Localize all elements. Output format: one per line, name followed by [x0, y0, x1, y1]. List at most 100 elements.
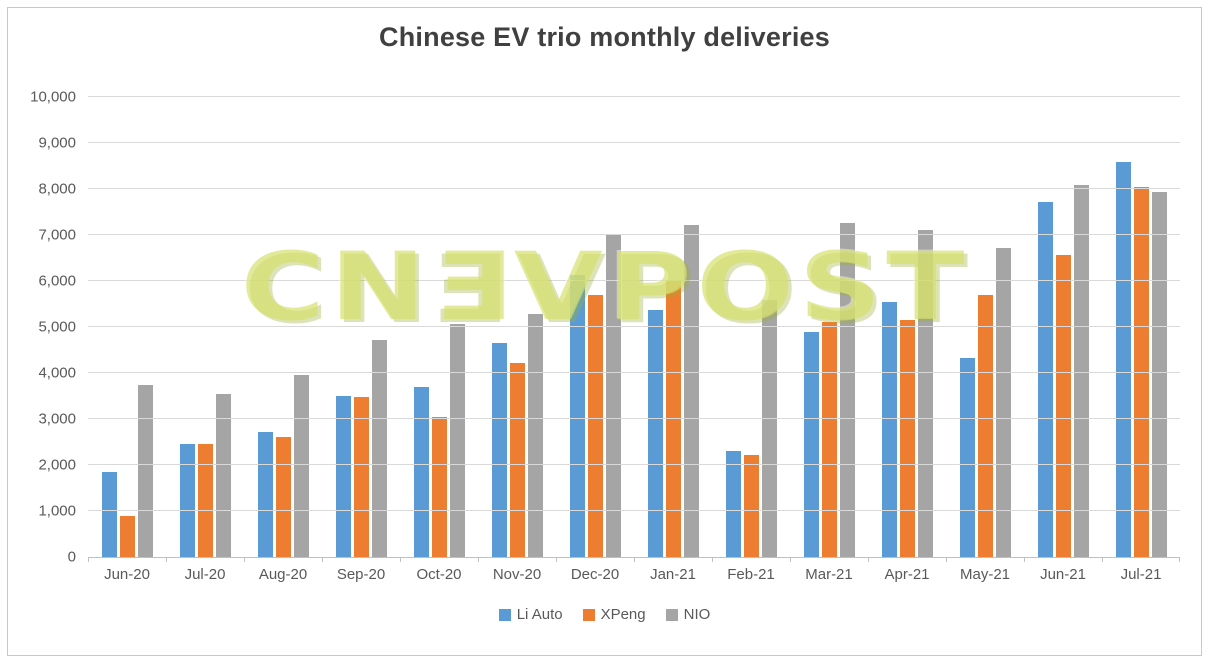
legend-item-nio: NIO — [665, 606, 710, 623]
chart-title: Chinese EV trio monthly deliveries — [379, 22, 830, 52]
bar-nio-dec-20 — [605, 234, 621, 557]
y-axis-tick-label: 9,000 — [38, 134, 76, 152]
bar-xpeng-nov-20 — [509, 362, 525, 557]
gridline — [88, 372, 1180, 373]
x-axis-tick-label: Nov-20 — [492, 566, 542, 583]
x-axis-tick-label: Jan-21 — [650, 566, 696, 583]
bar-group-jul-20 — [166, 97, 244, 557]
bar-group-nov-20 — [478, 97, 556, 557]
x-axis-tick-mark — [556, 557, 557, 562]
bar-group-jan-21 — [634, 97, 712, 557]
y-axis-tick-label: 10,000 — [30, 88, 76, 106]
bar-nio-jan-21 — [683, 224, 699, 557]
gridline — [88, 188, 1180, 189]
x-axis-tick-mark — [243, 557, 245, 562]
bar-nio-oct-20 — [449, 324, 465, 557]
bar-xpeng-sep-20 — [353, 397, 369, 557]
y-axis-tick-label: 7,000 — [38, 226, 76, 244]
legend-swatch-icon — [498, 608, 511, 621]
x-axis-tick-label: Jun-21 — [1040, 566, 1086, 583]
bar-nio-sep-20 — [371, 340, 387, 557]
gridline — [88, 326, 1180, 327]
bar-li-auto-jun-21 — [1037, 202, 1053, 557]
bar-xpeng-jun-21 — [1055, 255, 1071, 557]
y-axis-tick-label: 6,000 — [38, 272, 76, 290]
bar-nio-feb-21 — [761, 300, 777, 557]
y-axis-tick-label: 4,000 — [38, 364, 76, 382]
bar-group-jun-21 — [1024, 97, 1102, 557]
gridline — [88, 510, 1180, 511]
bar-li-auto-jul-20 — [179, 444, 195, 557]
x-axis-tick-marks — [88, 557, 1180, 562]
x-axis-tick-mark — [165, 557, 167, 562]
bar-xpeng-oct-20 — [431, 417, 447, 557]
legend-swatch-icon — [665, 608, 678, 621]
x-axis-tick-label: Jul-20 — [184, 566, 226, 583]
bar-nio-mar-21 — [839, 223, 855, 557]
bar-nio-nov-20 — [527, 313, 543, 557]
bar-group-oct-20 — [400, 97, 478, 557]
x-axis-tick-label: Oct-20 — [416, 566, 462, 583]
bar-li-auto-jul-21 — [1115, 161, 1131, 557]
legend-swatch-icon — [582, 608, 595, 621]
x-axis-tick-mark — [946, 557, 947, 562]
x-axis-tick-mark — [399, 557, 401, 562]
x-axis-tick-mark — [868, 557, 869, 562]
x-axis-tick-mark — [711, 557, 713, 562]
bar-group-may-21 — [946, 97, 1024, 557]
bar-xpeng-apr-21 — [899, 320, 915, 557]
bar-nio-aug-20 — [293, 374, 309, 557]
bar-group-aug-20 — [244, 97, 322, 557]
x-axis-tick-mark — [634, 557, 635, 562]
bar-nio-apr-21 — [917, 230, 933, 557]
bar-xpeng-feb-21 — [743, 454, 759, 557]
bar-li-auto-mar-21 — [803, 331, 819, 557]
bar-xpeng-may-21 — [977, 295, 993, 557]
legend-item-li-auto: Li Auto — [498, 606, 563, 623]
x-axis-tick-mark — [322, 557, 323, 562]
x-axis-tick-mark — [478, 557, 479, 562]
x-axis: Jun-20 Jul-20 Aug-20 Sep-20 Oct-20 Nov-20 Dec-… — [88, 566, 1180, 583]
bar-nio-may-21 — [995, 248, 1011, 557]
bar-group-dec-20 — [556, 97, 634, 557]
gridline — [88, 280, 1180, 281]
gridline — [88, 418, 1180, 419]
legend-item-xpeng: XPeng — [582, 606, 646, 623]
y-axis-tick-label: 0 — [67, 548, 76, 566]
bar-li-auto-jun-20 — [101, 471, 117, 557]
x-axis-tick-label: Apr-21 — [884, 566, 930, 583]
bar-group-mar-21 — [790, 97, 868, 557]
bar-group-apr-21 — [868, 97, 946, 557]
bar-group-jun-20 — [88, 97, 166, 557]
bar-li-auto-oct-20 — [413, 387, 429, 557]
bar-li-auto-apr-21 — [881, 302, 897, 557]
plot-area — [88, 96, 1180, 562]
x-axis-tick-mark — [1024, 557, 1025, 562]
bar-li-auto-dec-20 — [569, 275, 585, 557]
y-axis-tick-label: 8,000 — [38, 180, 76, 198]
legend-label: XPeng — [600, 606, 646, 623]
gridline — [88, 96, 1180, 97]
bar-xpeng-aug-20 — [275, 436, 291, 557]
y-axis-tick-label: 3,000 — [38, 410, 76, 428]
y-axis-tick-label: 5,000 — [38, 318, 76, 336]
bar-li-auto-nov-20 — [491, 343, 507, 557]
y-axis-tick-label: 1,000 — [38, 502, 76, 520]
bar-xpeng-jul-20 — [197, 444, 213, 557]
bar-series-container — [88, 97, 1180, 557]
gridline — [88, 234, 1180, 235]
bar-nio-jul-20 — [215, 394, 231, 557]
x-axis-tick-mark — [790, 557, 791, 562]
x-axis-tick-label: Aug-20 — [258, 566, 308, 583]
bar-group-sep-20 — [322, 97, 400, 557]
bar-li-auto-feb-21 — [725, 451, 741, 557]
x-axis-tick-label: Feb-21 — [727, 566, 775, 583]
x-axis-tick-label: Sep-20 — [336, 566, 386, 583]
x-axis-tick-label: Mar-21 — [805, 566, 853, 583]
y-axis: 0 1,000 2,000 3,000 4,000 5,000 6,000 7,000 8,00… — [14, 89, 76, 566]
bar-xpeng-jun-20 — [119, 515, 135, 557]
x-axis-tick-mark — [1179, 557, 1180, 562]
bar-group-jul-21 — [1102, 97, 1180, 557]
y-axis-tick-label: 2,000 — [38, 456, 76, 474]
bar-xpeng-dec-20 — [587, 294, 603, 557]
